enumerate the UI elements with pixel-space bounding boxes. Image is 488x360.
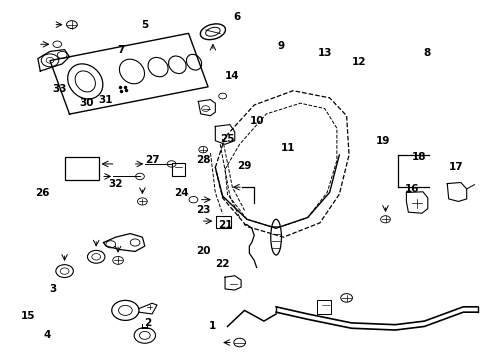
Text: 6: 6 — [233, 13, 240, 22]
Text: 4: 4 — [44, 330, 51, 341]
Text: 26: 26 — [36, 188, 50, 198]
Text: 29: 29 — [237, 161, 251, 171]
Text: 13: 13 — [317, 48, 331, 58]
Text: 5: 5 — [141, 19, 148, 30]
Text: 3: 3 — [49, 284, 56, 294]
Text: 14: 14 — [224, 71, 239, 81]
Text: 12: 12 — [351, 57, 365, 67]
Text: 2: 2 — [143, 318, 151, 328]
Text: 32: 32 — [108, 179, 122, 189]
Text: 25: 25 — [220, 134, 234, 144]
Text: 10: 10 — [249, 116, 264, 126]
Text: 8: 8 — [422, 48, 429, 58]
Text: 27: 27 — [144, 156, 159, 165]
Text: 1: 1 — [209, 321, 216, 332]
Text: 7: 7 — [117, 45, 124, 55]
Text: 9: 9 — [277, 41, 284, 51]
Text: 24: 24 — [174, 188, 188, 198]
Text: 18: 18 — [411, 152, 426, 162]
Text: 17: 17 — [448, 162, 462, 172]
Text: 31: 31 — [99, 95, 113, 105]
Text: 19: 19 — [375, 136, 389, 146]
Text: 23: 23 — [196, 205, 210, 215]
Text: 33: 33 — [52, 84, 67, 94]
Text: 30: 30 — [79, 98, 94, 108]
Text: 11: 11 — [281, 143, 295, 153]
Text: 16: 16 — [404, 184, 419, 194]
Text: 28: 28 — [196, 156, 210, 165]
Text: 20: 20 — [196, 247, 210, 256]
Text: 21: 21 — [217, 220, 232, 230]
Text: 22: 22 — [215, 259, 229, 269]
Text: 15: 15 — [21, 311, 35, 321]
